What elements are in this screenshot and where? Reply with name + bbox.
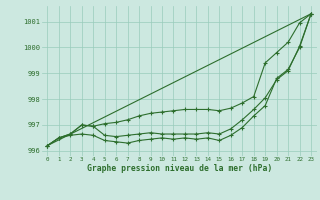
X-axis label: Graphe pression niveau de la mer (hPa): Graphe pression niveau de la mer (hPa) [87, 164, 272, 173]
